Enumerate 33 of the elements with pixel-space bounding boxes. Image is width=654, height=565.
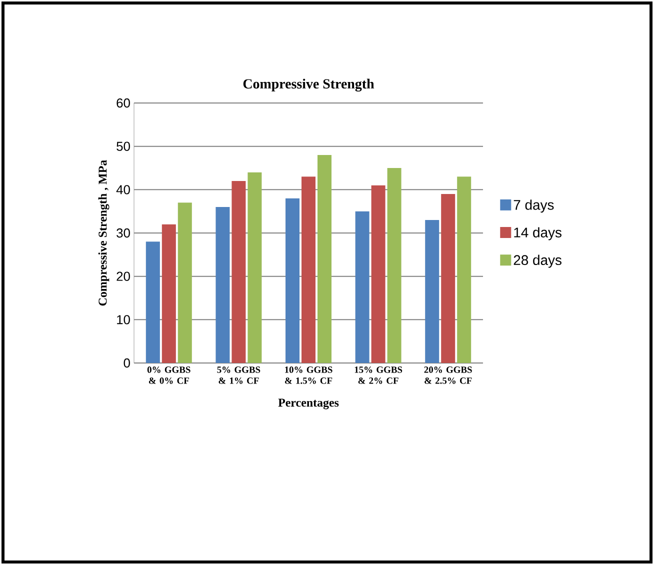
bar xyxy=(441,194,456,363)
bar xyxy=(286,198,300,363)
legend-label: 7 days xyxy=(514,200,554,213)
y-tick-label: 10 xyxy=(117,315,130,324)
y-tick-label: 40 xyxy=(116,185,130,194)
x-tick-label: 15% GGBS & 2% CF xyxy=(354,366,402,384)
y-tick-label: 30 xyxy=(116,228,130,238)
y-tick-label: 50 xyxy=(116,142,130,151)
legend-label: 28 days xyxy=(514,254,562,268)
bar xyxy=(216,207,230,363)
bar xyxy=(146,242,160,363)
bar xyxy=(162,224,176,363)
x-tick-label: 5% GGBS & 1% CF xyxy=(217,366,260,384)
bar xyxy=(457,176,472,363)
bar xyxy=(232,181,246,363)
y-axis-title: Compressive Strength , MPa xyxy=(98,160,110,306)
legend-label: 14 days xyxy=(514,227,562,240)
x-axis-title: Percentages xyxy=(278,398,339,410)
x-tick-label: 10% GGBS & 1.5% CF xyxy=(284,366,332,384)
bar xyxy=(178,202,192,363)
y-tick-label: 20 xyxy=(116,272,130,281)
x-tick-label: 0% GGBS & 0% CF xyxy=(147,366,190,384)
y-tick-label: 60 xyxy=(116,98,130,108)
bar xyxy=(302,176,316,363)
chart-title: Compressive Strength xyxy=(243,78,374,92)
y-tick-label: 0 xyxy=(124,358,130,368)
bar xyxy=(355,211,370,363)
x-tick-label: 20% GGBS & 2.5% CF xyxy=(424,366,472,384)
bar xyxy=(387,168,402,363)
bar xyxy=(371,185,386,363)
bar xyxy=(425,220,440,363)
bar xyxy=(317,155,332,363)
bar xyxy=(248,172,262,363)
